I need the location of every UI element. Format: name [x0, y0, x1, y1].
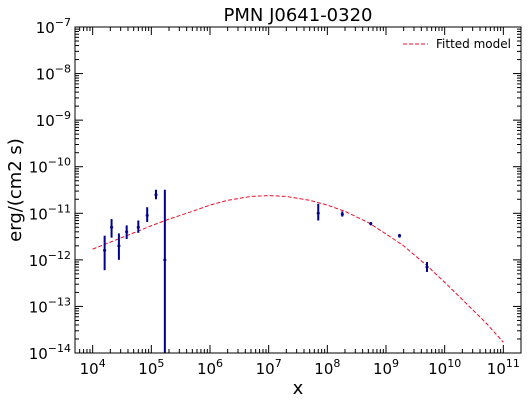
- y-tick-label: 10−13: [29, 295, 71, 316]
- data-point-marker: [340, 213, 344, 216]
- x-axis-title: x: [293, 378, 304, 399]
- data-point-marker: [117, 244, 121, 247]
- plot-marks: [92, 189, 504, 353]
- legend-fitted-model-label: Fitted model: [436, 37, 511, 51]
- data-point-marker: [154, 193, 158, 196]
- x-tick-label: 107: [256, 357, 282, 378]
- x-tick-label: 1010: [428, 357, 461, 378]
- data-point-marker: [316, 212, 320, 215]
- data-point-marker: [136, 226, 140, 229]
- data-point-marker: [110, 226, 114, 229]
- y-tick-label: 10−11: [29, 202, 71, 223]
- y-axis-title: erg/(cm2 s): [5, 138, 26, 242]
- data-point-marker: [103, 249, 107, 252]
- data-point-marker: [369, 222, 373, 225]
- x-axis: 104 105 106 107 108 109 1010 1011: [74, 27, 522, 378]
- x-tick-label: 1011: [487, 357, 520, 378]
- data-point-marker: [425, 266, 429, 269]
- chart-title: PMN J0641-0320: [224, 5, 373, 26]
- legend: Fitted model: [403, 37, 511, 51]
- fitted-model-line: [92, 195, 504, 343]
- y-tick-label: 10−12: [29, 249, 71, 270]
- x-tick-label: 105: [138, 357, 164, 378]
- y-tick-label: 10−9: [36, 109, 71, 130]
- y-tick-label: 10−14: [29, 342, 71, 363]
- x-tick-label: 104: [80, 357, 106, 378]
- y-axis: 10−14 10−13 10−12 10−11 10−10 10−9 10−8 10−7: [29, 16, 521, 363]
- x-tick-label: 108: [314, 357, 340, 378]
- y-tick-label: 10−8: [36, 63, 71, 84]
- y-tick-label: 10−7: [36, 16, 71, 37]
- x-tick-label: 109: [373, 357, 399, 378]
- data-point-marker: [145, 214, 149, 217]
- data-point-marker: [125, 230, 129, 233]
- x-tick-label: 106: [197, 357, 223, 378]
- y-tick-label: 10−10: [29, 156, 71, 177]
- data-point-marker: [398, 234, 402, 237]
- plot-frame: [74, 26, 522, 354]
- data-point-marker: [163, 258, 167, 261]
